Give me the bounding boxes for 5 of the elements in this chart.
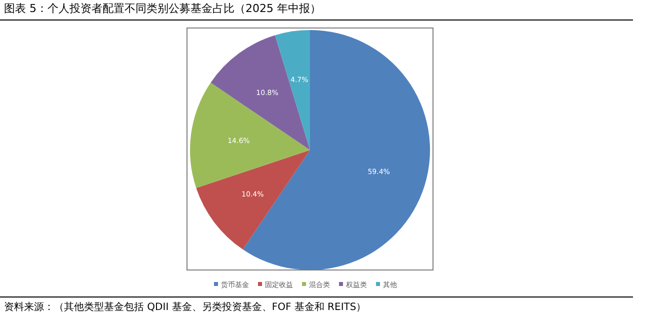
pie-slice xyxy=(210,35,310,150)
pie-slice xyxy=(196,150,310,250)
pie-slice xyxy=(190,82,310,188)
text: 资料来源：（其他类型基金包括 QDII 基金、另类投资基金、FOF 基金和 REITS） xyxy=(4,301,366,313)
chart-title: 图表 5：个人投资者配置不同类别公募基金占比（2025 年中报） xyxy=(4,2,321,15)
